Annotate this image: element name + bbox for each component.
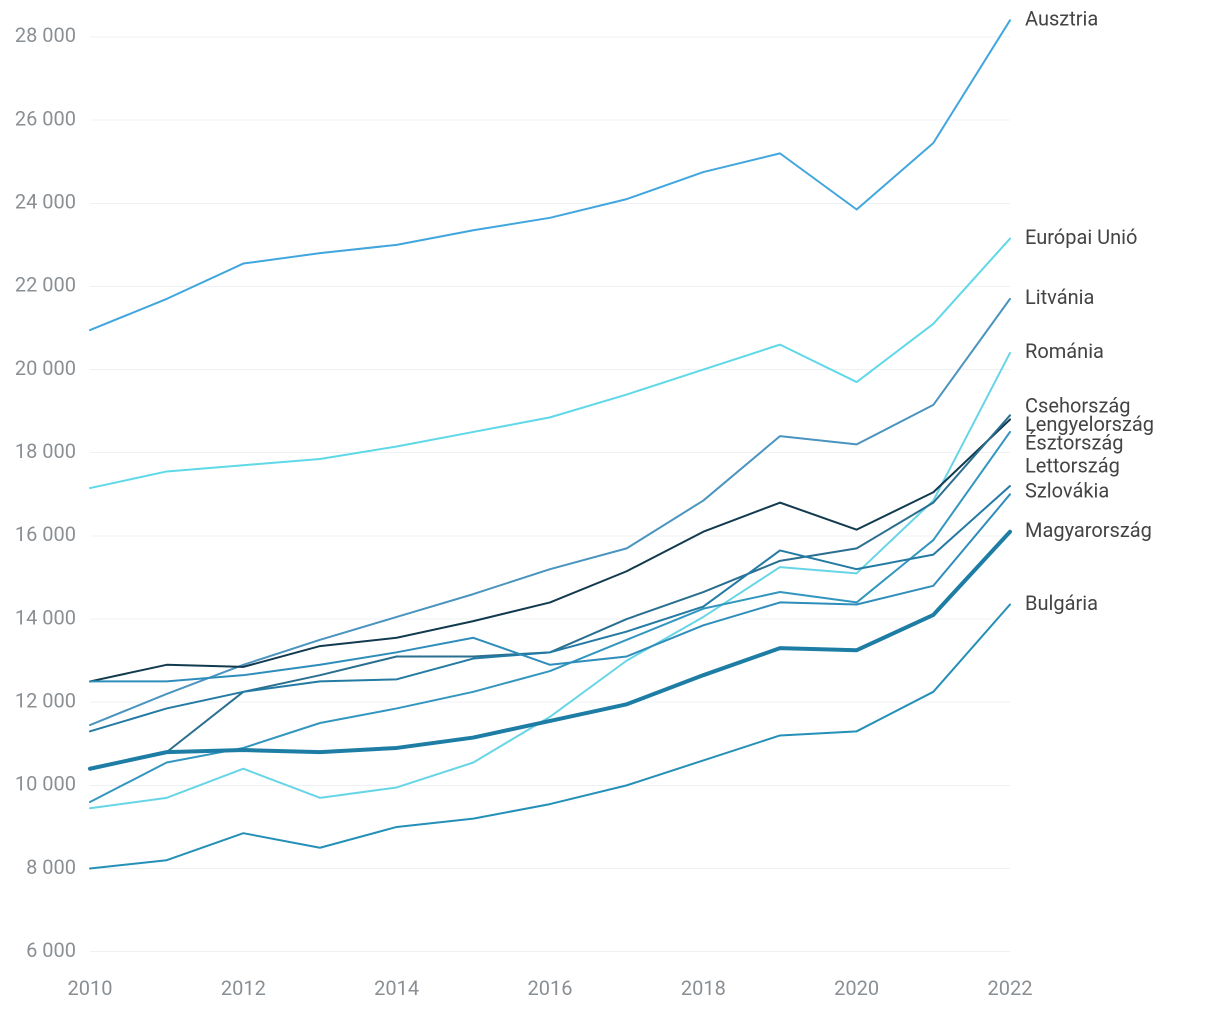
series-label: Bulgária xyxy=(1025,591,1098,615)
line-chart: 6 000 8 000 10 000 12 000 14 000 16 000 18 000… xyxy=(0,0,1220,1020)
chart-svg: 6 000 8 000 10 000 12 000 14 000 16 000 18 000… xyxy=(0,0,1220,1020)
x-tick-label: 2014 xyxy=(374,976,419,1000)
y-tick-label: 12 000 xyxy=(15,688,76,712)
y-tick-label: 18 000 xyxy=(15,439,76,463)
x-tick-label: 2022 xyxy=(988,976,1033,1000)
y-tick-label: 16 000 xyxy=(15,522,76,546)
x-tick-label: 2010 xyxy=(68,976,113,1000)
series-label: Lettország xyxy=(1025,454,1120,478)
series-label: Ausztria xyxy=(1025,7,1098,31)
x-tick-label: 2018 xyxy=(681,976,726,1000)
y-tick-label: 8 000 xyxy=(26,855,76,879)
series-label: Európai Unió xyxy=(1025,225,1137,249)
y-tick-label: 20 000 xyxy=(15,356,76,380)
chart-background xyxy=(0,0,1220,1020)
series-label: Észtország xyxy=(1025,431,1124,455)
x-tick-label: 2020 xyxy=(834,976,879,1000)
x-tick-label: 2016 xyxy=(528,976,573,1000)
y-tick-label: 14 000 xyxy=(15,605,76,629)
series-label: Magyarország xyxy=(1025,518,1152,542)
x-tick-label: 2012 xyxy=(221,976,266,1000)
y-tick-label: 24 000 xyxy=(15,190,76,214)
y-tick-label: 28 000 xyxy=(15,23,76,47)
y-tick-label: 10 000 xyxy=(15,772,76,796)
series-label: Litvánia xyxy=(1025,285,1094,309)
series-label: Szlovákia xyxy=(1025,479,1109,503)
y-tick-label: 26 000 xyxy=(15,106,76,130)
y-tick-label: 6 000 xyxy=(26,938,76,962)
series-label: Románia xyxy=(1025,339,1104,363)
y-tick-label: 22 000 xyxy=(15,273,76,297)
